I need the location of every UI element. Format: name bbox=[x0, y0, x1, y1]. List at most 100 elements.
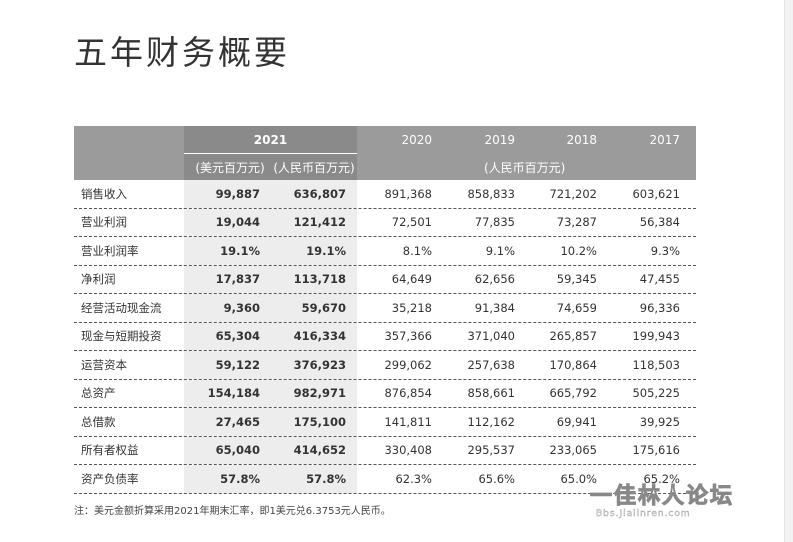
value-usd-2021: 65,304 bbox=[215, 329, 260, 344]
row-label: 营业利润率 bbox=[81, 243, 139, 258]
value-usd-2021: 65,040 bbox=[215, 443, 260, 458]
watermark: 一佳林人论坛 Bbs.Jialinren.com bbox=[589, 478, 750, 524]
row-label: 营业利润 bbox=[81, 215, 127, 230]
value-2018: 59,345 bbox=[556, 272, 597, 287]
footnote: 注：美元金额折算采用2021年期末汇率，即1美元兑6.3753元人民币。 bbox=[74, 506, 391, 517]
header-unit-band bbox=[184, 154, 357, 180]
unit-usd-label: (美元百万元) bbox=[195, 160, 265, 175]
value-rmb-2021: 416,334 bbox=[293, 329, 346, 344]
value-2018: 721,202 bbox=[549, 186, 597, 201]
value-2020: 8.1% bbox=[402, 243, 432, 258]
value-usd-2021: 19,044 bbox=[215, 215, 260, 230]
value-2017: 56,384 bbox=[639, 215, 680, 230]
value-2018: 10.2% bbox=[560, 243, 597, 258]
year-2021-header: 2021 bbox=[253, 133, 288, 147]
value-2019: 257,638 bbox=[467, 357, 515, 372]
value-rmb-2021: 376,923 bbox=[293, 357, 346, 372]
value-2020: 62.3% bbox=[395, 471, 432, 486]
table-row: 净利润 17,837 113,718 64,649 62,656 59,345 … bbox=[74, 265, 696, 294]
row-label: 总借款 bbox=[81, 414, 116, 429]
value-usd-2021: 154,184 bbox=[207, 386, 260, 401]
row-label: 资产负债率 bbox=[81, 471, 139, 486]
row-label: 销售收入 bbox=[81, 186, 127, 201]
value-2020: 330,408 bbox=[384, 443, 432, 458]
page-edge bbox=[784, 0, 793, 542]
value-2018: 65.0% bbox=[560, 471, 597, 486]
value-2017: 47,455 bbox=[639, 272, 680, 287]
value-2017: 9.3% bbox=[650, 243, 680, 258]
value-2018: 69,941 bbox=[556, 414, 597, 429]
value-usd-2021: 57.8% bbox=[220, 471, 260, 486]
value-2019: 77,835 bbox=[474, 215, 515, 230]
financial-summary-table: 2021 2020 2019 2018 2017 (美元百万元) (人民币百万元… bbox=[74, 126, 696, 494]
value-2020: 72,501 bbox=[391, 215, 432, 230]
value-2017: 603,621 bbox=[632, 186, 680, 201]
table-row: 销售收入 99,887 636,807 891,368 858,833 721,… bbox=[74, 180, 696, 209]
header-divider bbox=[184, 153, 357, 154]
highlight-band-2021 bbox=[184, 436, 357, 464]
year-2019-header: 2019 bbox=[484, 133, 515, 147]
table-header-units: (美元百万元) (人民币百万元) (人民币百万元) bbox=[74, 154, 696, 180]
value-2019: 62,656 bbox=[474, 272, 515, 287]
year-2018-header: 2018 bbox=[566, 133, 597, 147]
value-2019: 9.1% bbox=[485, 243, 515, 258]
value-rmb-2021: 19.1% bbox=[306, 243, 346, 258]
unit-rmb-label: (人民币百万元) bbox=[484, 160, 566, 175]
table-body: 销售收入 99,887 636,807 891,368 858,833 721,… bbox=[74, 180, 696, 494]
table-row: 营业利润 19,044 121,412 72,501 77,835 73,287… bbox=[74, 208, 696, 237]
value-2017: 96,336 bbox=[639, 300, 680, 315]
value-2018: 74,659 bbox=[556, 300, 597, 315]
highlight-band-2021 bbox=[184, 180, 357, 208]
row-label: 运营资本 bbox=[81, 357, 127, 372]
value-2020: 876,854 bbox=[384, 386, 432, 401]
highlight-band-2021 bbox=[184, 408, 357, 436]
year-2017-header: 2017 bbox=[649, 133, 680, 147]
value-2019: 858,833 bbox=[467, 186, 515, 201]
value-2020: 357,366 bbox=[384, 329, 432, 344]
value-2018: 265,857 bbox=[549, 329, 597, 344]
value-2017: 505,225 bbox=[632, 386, 680, 401]
highlight-band-2021 bbox=[184, 237, 357, 265]
watermark-url: Bbs.Jialinren.com bbox=[596, 509, 691, 519]
value-2020: 141,811 bbox=[384, 414, 432, 429]
value-rmb-2021: 113,718 bbox=[293, 272, 346, 287]
highlight-band-2021 bbox=[184, 379, 357, 407]
row-label: 总资产 bbox=[81, 386, 116, 401]
value-usd-2021: 19.1% bbox=[220, 243, 260, 258]
watermark-text: 一佳林人论坛 bbox=[589, 484, 735, 510]
value-2018: 233,065 bbox=[549, 443, 597, 458]
value-rmb-2021: 414,652 bbox=[293, 443, 346, 458]
table-row: 经营活动现金流 9,360 59,670 35,218 91,384 74,65… bbox=[74, 294, 696, 323]
table-row: 总借款 27,465 175,100 141,811 112,162 69,94… bbox=[74, 408, 696, 437]
year-2020-header: 2020 bbox=[401, 133, 432, 147]
value-2019: 65.6% bbox=[478, 471, 515, 486]
row-label: 现金与短期投资 bbox=[81, 329, 162, 344]
row-label: 所有者权益 bbox=[81, 443, 139, 458]
value-rmb-2021: 57.8% bbox=[306, 471, 346, 486]
row-label: 经营活动现金流 bbox=[81, 300, 162, 315]
value-2020: 891,368 bbox=[384, 186, 432, 201]
value-2020: 299,062 bbox=[384, 357, 432, 372]
value-usd-2021: 99,887 bbox=[215, 186, 260, 201]
table-row: 资产负债率 57.8% 57.8% 62.3% 65.6% 65.0% 65.2… bbox=[74, 465, 696, 494]
value-2019: 91,384 bbox=[474, 300, 515, 315]
highlight-band-2021 bbox=[184, 208, 357, 236]
value-2017: 39,925 bbox=[639, 414, 680, 429]
value-usd-2021: 59,122 bbox=[215, 357, 260, 372]
value-rmb-2021: 636,807 bbox=[293, 186, 346, 201]
value-2019: 858,661 bbox=[467, 386, 515, 401]
value-usd-2021: 9,360 bbox=[223, 300, 260, 315]
value-2018: 73,287 bbox=[556, 215, 597, 230]
page-title: 五年财务概要 bbox=[74, 33, 290, 72]
value-2017: 175,616 bbox=[632, 443, 680, 458]
highlight-band-2021 bbox=[184, 294, 357, 322]
value-rmb-2021: 982,971 bbox=[293, 386, 346, 401]
value-rmb-2021: 175,100 bbox=[293, 414, 346, 429]
table-row: 营业利润率 19.1% 19.1% 8.1% 9.1% 10.2% 9.3% bbox=[74, 237, 696, 266]
highlight-band-2021 bbox=[184, 351, 357, 379]
value-rmb-2021: 121,412 bbox=[293, 215, 346, 230]
highlight-band-2021 bbox=[184, 322, 357, 350]
value-usd-2021: 17,837 bbox=[215, 272, 260, 287]
table-row: 现金与短期投资 65,304 416,334 357,366 371,040 2… bbox=[74, 322, 696, 351]
value-2019: 295,537 bbox=[467, 443, 515, 458]
